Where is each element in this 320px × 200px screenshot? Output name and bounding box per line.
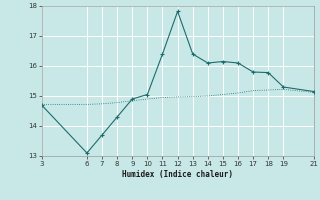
X-axis label: Humidex (Indice chaleur): Humidex (Indice chaleur) bbox=[122, 170, 233, 179]
